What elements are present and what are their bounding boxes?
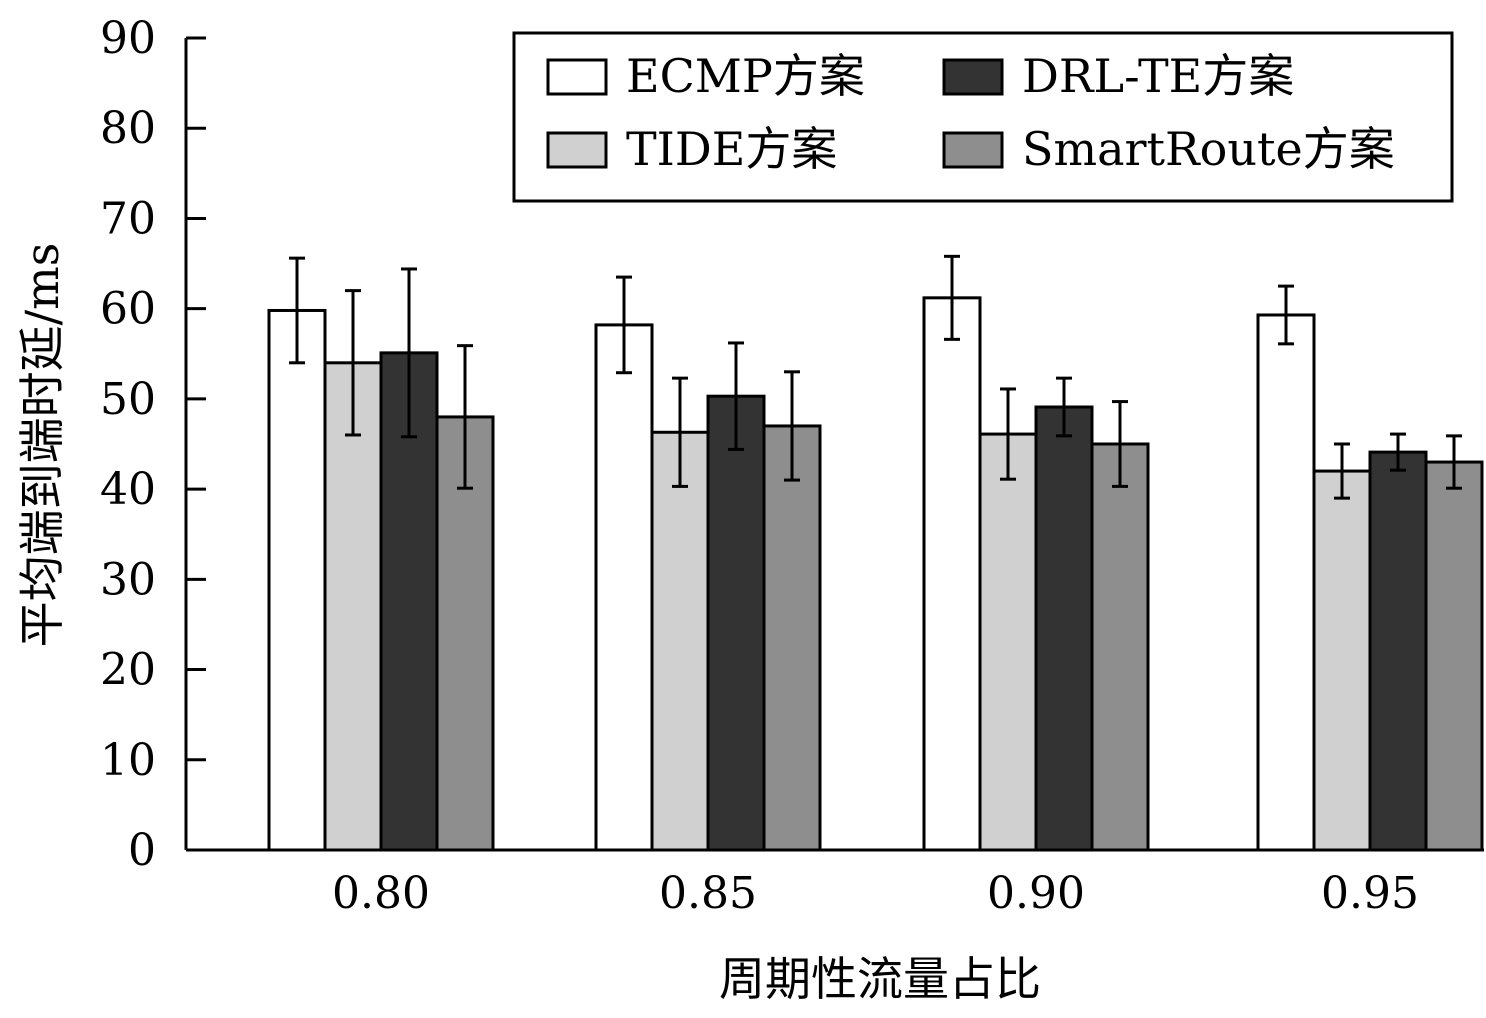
error-bar: [728, 341, 744, 451]
axes: [184, 38, 1484, 852]
y-tick-label: 60: [100, 284, 156, 335]
error-bar: [401, 267, 417, 439]
bars-layer: [267, 296, 1484, 852]
bar: [1256, 313, 1316, 852]
legend: ECMP方案 DRL-TE方案 TIDE方案 SmartRoute方案: [512, 31, 1454, 203]
bar: [1034, 405, 1094, 852]
error-bar: [1000, 387, 1016, 481]
y-tick-label: 40: [100, 464, 156, 515]
bar: [1312, 469, 1372, 852]
legend-swatch: [546, 58, 608, 96]
error-bar: [616, 275, 632, 375]
error-bars-layer: [289, 254, 1462, 500]
error-bar: [944, 254, 960, 341]
legend-items: ECMP方案 DRL-TE方案 TIDE方案 SmartRoute方案: [546, 49, 1395, 176]
error-bar: [1390, 432, 1406, 472]
x-tick-label: 0.90: [987, 868, 1085, 919]
bar: [594, 323, 654, 852]
error-bar: [1056, 376, 1072, 438]
x-tick-label: 0.95: [1321, 868, 1419, 919]
y-tick-label: 10: [100, 735, 156, 786]
bar: [978, 432, 1038, 852]
bar: [1368, 450, 1428, 852]
legend-label: DRL-TE方案: [1022, 49, 1294, 103]
y-tick-label: 0: [128, 825, 156, 876]
error-bar: [345, 289, 361, 437]
legend-swatch: [942, 58, 1004, 96]
bar: [1424, 460, 1484, 852]
error-bar: [1446, 434, 1462, 490]
y-tick-label: 90: [100, 13, 156, 64]
error-bar: [1112, 400, 1128, 488]
bar: [706, 394, 766, 852]
y-tick-label: 50: [100, 374, 156, 425]
bar: [267, 308, 327, 852]
bar: [323, 361, 383, 852]
bar: [762, 424, 822, 852]
y-ticks: 0 10 20 30 40 50 60 70 80 90: [100, 13, 206, 876]
y-tick-label: 30: [100, 554, 156, 605]
legend-label: TIDE方案: [626, 122, 837, 176]
x-tick-label: 0.80: [332, 868, 430, 919]
error-bar: [457, 344, 473, 490]
bar: [922, 296, 982, 852]
x-tick-label: 0.85: [659, 868, 757, 919]
legend-label: SmartRoute方案: [1022, 122, 1395, 176]
y-tick-label: 20: [100, 645, 156, 696]
error-bar: [1278, 284, 1294, 346]
legend-swatch: [546, 131, 608, 169]
x-axis-title: 周期性流量占比: [719, 952, 1041, 1006]
error-bar: [672, 376, 688, 488]
legend-swatch: [942, 131, 1004, 169]
y-tick-label: 80: [100, 103, 156, 154]
error-bar: [1334, 442, 1350, 500]
x-tick-labels: 0.80 0.85 0.90 0.95: [332, 868, 1419, 919]
error-bar: [784, 370, 800, 482]
y-axis-title: 平均端到端时延/ms: [15, 243, 69, 648]
error-bar: [289, 256, 305, 365]
legend-label: ECMP方案: [626, 49, 865, 103]
y-tick-label: 70: [100, 193, 156, 244]
bar: [1090, 442, 1150, 852]
bar: [650, 430, 710, 852]
